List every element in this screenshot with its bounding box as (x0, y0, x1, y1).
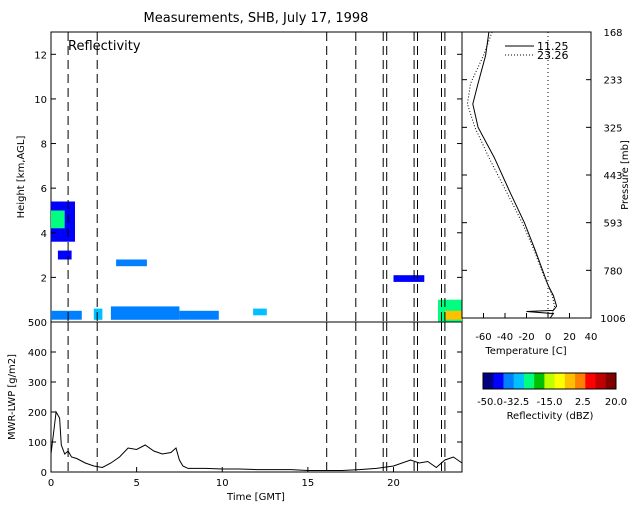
colorbar: -50.0 -32.5 -15.0 2.5 20.0 Reflectivity (dBZ… (477, 372, 627, 422)
lwp-y-tick-label: 0 (41, 468, 47, 479)
colorbar-cells (483, 373, 617, 389)
sounding-y-tick-label: 780 (603, 266, 622, 277)
sounding-x-tick-label: -60 (475, 332, 491, 343)
colorbar-cell (493, 373, 504, 389)
reflectivity-echo (116, 259, 147, 267)
legend-solid-label: 11.25 (537, 40, 569, 53)
reflectivity-echo (51, 210, 65, 229)
colorbar-ticks: -50.0 -32.5 -15.0 2.5 20.0 (477, 397, 627, 408)
colorbar-cell (564, 373, 576, 389)
reflectivity-echoes (51, 201, 462, 322)
reflectivity-echo (93, 308, 103, 320)
sounding-y-tick-label: 168 (603, 28, 622, 39)
sounding-y-tick-label: 443 (603, 171, 622, 182)
sounding-y-tick-label: 325 (603, 123, 622, 134)
reflectivity-y-tick-label: 10 (34, 95, 47, 106)
reflectivity-y-ticks: 2 4 6 8 10 12 (34, 50, 462, 284)
lwp-y-axis-label: MWR-LWP [g/m2] (7, 354, 18, 440)
colorbar-cell (585, 373, 597, 389)
sounding-x-tick-label: -40 (497, 332, 513, 343)
colorbar-tick-label: -50.0 (477, 397, 503, 408)
lwp-y-tick-label: 400 (28, 348, 47, 359)
sounding-x-tick-label: 40 (585, 332, 598, 343)
sounding-x-tick-label: 20 (563, 332, 576, 343)
colorbar-cell (503, 373, 515, 389)
figure-title: Measurements, SHB, July 17, 1998 (144, 11, 369, 26)
sounding-x-tick-label: 0 (545, 332, 551, 343)
sounding-x-ticks: -60 -40 -20 0 20 40 (475, 313, 597, 343)
reflectivity-y-tick-label: 2 (41, 273, 47, 284)
colorbar-cell (513, 373, 525, 389)
sounding-y-tick-label: 233 (603, 76, 622, 87)
colorbar-cell (554, 373, 566, 389)
reflectivity-echo (444, 310, 462, 320)
colorbar-label: Reflectivity (dBZ) (507, 411, 594, 422)
sounding-y-tick-label: 593 (603, 219, 622, 230)
lwp-series-line (50, 410, 463, 471)
lwp-y-tick-label: 500 (28, 318, 47, 329)
sounding-x-axis-label: Temperature [C] (484, 346, 566, 357)
reflectivity-y-tick-label: 8 (41, 140, 47, 151)
lwp-dashed-lines (67, 322, 446, 472)
colorbar-frame (482, 372, 617, 390)
sounding-lines (466, 31, 558, 319)
lwp-y-ticks: 0 100 200 300 400 500 (28, 318, 462, 479)
colorbar-tick-label: 20.0 (605, 397, 627, 408)
colorbar-tick-label: -15.0 (537, 397, 563, 408)
reflectivity-y-tick-label: 4 (41, 229, 47, 240)
sounding-y-ticks: 168 233 325 443 593 780 1006 (462, 28, 626, 325)
reflectivity-y-tick-label: 6 (41, 184, 47, 195)
lwp-y-tick-label: 100 (28, 438, 47, 449)
colorbar-cell (544, 373, 556, 389)
lwp-x-tick-label: 10 (216, 478, 229, 489)
sounding-y-tick-label: 1006 (600, 314, 625, 325)
reflectivity-echo (110, 306, 180, 320)
reflectivity-echo (179, 310, 219, 320)
colorbar-cell (605, 373, 617, 389)
colorbar-tick-label: -32.5 (503, 397, 529, 408)
lwp-x-ticks: 0 5 10 15 20 (48, 467, 400, 489)
lwp-x-axis-label: Time [GMT] (226, 492, 285, 503)
lwp-x-tick-label: 15 (302, 478, 315, 489)
lwp-x-tick-label: 0 (48, 478, 54, 489)
reflectivity-echo (57, 250, 72, 260)
lwp-x-tick-label: 5 (133, 478, 139, 489)
colorbar-cell (575, 373, 586, 389)
reflectivity-echo (51, 310, 82, 320)
colorbar-cell (523, 373, 535, 389)
legend-dotted-label: 23.26 (537, 49, 569, 62)
reflectivity-panel: 2 4 6 8 10 12 Reflectivity Height [km,AGL] (16, 31, 463, 323)
reflectivity-dashed-lines (67, 32, 446, 322)
lwp-y-tick-label: 200 (28, 408, 47, 419)
lwp-x-tick-label: 20 (387, 478, 400, 489)
sounding-x-tick-label: -20 (518, 332, 534, 343)
colorbar-cell (534, 373, 545, 389)
reflectivity-y-axis-label: Height [km,AGL] (16, 136, 27, 219)
lwp-panel: 0 100 200 300 400 500 0 5 10 15 20 MWR-LWP [g/m2]… (7, 318, 463, 503)
colorbar-tick-label: 2.5 (575, 397, 591, 408)
reflectivity-echo (253, 308, 267, 316)
lwp-frame (50, 321, 463, 473)
colorbar-cell (595, 373, 607, 389)
sounding-frame (461, 31, 592, 319)
sounding-line-solid (472, 31, 558, 319)
sounding-y-axis-label: Pressure [mb] (620, 140, 631, 210)
lwp-y-tick-label: 300 (28, 378, 47, 389)
reflectivity-label: Reflectivity (68, 39, 141, 54)
colorbar-cell (483, 373, 494, 389)
reflectivity-echo (393, 275, 425, 282)
sounding-legend: 11.25 23.26 (505, 40, 569, 62)
sounding-panel: 168 233 325 443 593 780 1006 -60 -40 -20 0 20 40 Te… (461, 28, 631, 357)
reflectivity-y-tick-label: 12 (34, 50, 47, 61)
